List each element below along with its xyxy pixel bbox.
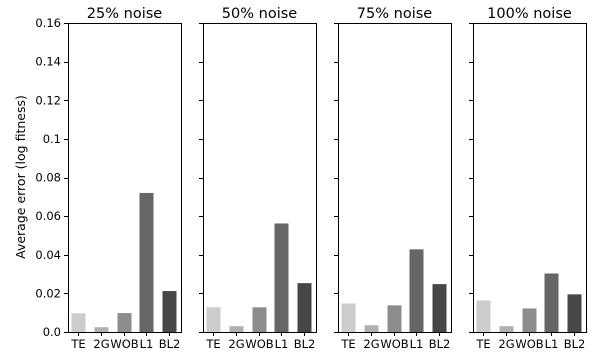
y-tick-label: 0.08 xyxy=(35,171,61,185)
y-tick-label: 0.1 xyxy=(43,132,61,146)
bar-2g xyxy=(499,326,514,332)
chart-panel: TE 2G WOB L1 BL2 25% noise xyxy=(64,6,182,351)
bar-bl2 xyxy=(432,284,447,332)
y-axis-label: Average error (log fitness) xyxy=(13,95,28,259)
bar-l1 xyxy=(139,192,154,332)
x-tick-label: WOB xyxy=(380,337,408,351)
bar-bl2 xyxy=(297,283,312,332)
x-tick-label: BL2 xyxy=(429,337,451,351)
bar-te xyxy=(71,313,86,332)
bar-2g xyxy=(229,326,244,332)
bar-wob xyxy=(387,305,402,332)
bar-2g xyxy=(364,325,379,332)
x-tick-label: WOB xyxy=(245,337,273,351)
bar-te xyxy=(476,300,491,332)
x-tick-label: TE xyxy=(340,337,355,351)
bar-l1 xyxy=(544,273,559,332)
x-tick-label: BL2 xyxy=(294,337,316,351)
y-tick-label: 0.0 xyxy=(43,325,61,339)
chart-panel: TE 2G WOB L1 BL2 50% noise xyxy=(199,6,317,351)
bar-wob xyxy=(117,313,132,332)
bar-bl2 xyxy=(162,291,177,332)
chart-panel: TE 2G WOB L1 BL2 100% noise xyxy=(469,6,587,351)
x-tick-label: L1 xyxy=(275,337,289,351)
bar-2g xyxy=(94,327,109,332)
x-tick-label: BL2 xyxy=(564,337,586,351)
x-tick-label: L1 xyxy=(545,337,559,351)
x-tick-label: WOB xyxy=(110,337,138,351)
bar-wob xyxy=(522,308,537,332)
x-tick-label: 2G xyxy=(498,337,514,351)
bar-te xyxy=(341,303,356,332)
x-tick-label: TE xyxy=(70,337,85,351)
bar-wob xyxy=(252,307,267,332)
x-tick-label: WOB xyxy=(515,337,543,351)
bar-bl2 xyxy=(567,294,582,332)
panel-title: 75% noise xyxy=(357,6,432,22)
x-tick-label: TE xyxy=(475,337,490,351)
y-tick-label: 0.06 xyxy=(35,209,61,223)
bar-l1 xyxy=(409,249,424,332)
y-axis: 0.0 0.02 0.04 0.06 0.08 0.1 0.12 0.14 0.16 xyxy=(35,16,61,339)
panel-title: 50% noise xyxy=(222,6,297,22)
y-tick-label: 0.04 xyxy=(35,248,61,262)
y-tick-label: 0.12 xyxy=(35,93,61,107)
x-tick-label: BL2 xyxy=(159,337,181,351)
y-tick-label: 0.02 xyxy=(35,286,61,300)
panel-title: 100% noise xyxy=(487,6,572,22)
panel-frame xyxy=(473,23,587,333)
y-tick-label: 0.16 xyxy=(35,16,61,30)
x-tick-label: L1 xyxy=(140,337,154,351)
bar-te xyxy=(206,307,221,332)
panel-title: 25% noise xyxy=(87,6,162,22)
y-tick-label: 0.14 xyxy=(35,55,61,69)
chart-panel: TE 2G WOB L1 BL2 75% noise xyxy=(334,6,452,351)
x-tick-label: 2G xyxy=(363,337,379,351)
x-tick-label: 2G xyxy=(93,337,109,351)
x-tick-label: 2G xyxy=(228,337,244,351)
x-tick-label: L1 xyxy=(410,337,424,351)
bar-l1 xyxy=(274,223,289,332)
x-tick-label: TE xyxy=(205,337,220,351)
panel-frame xyxy=(68,23,182,333)
